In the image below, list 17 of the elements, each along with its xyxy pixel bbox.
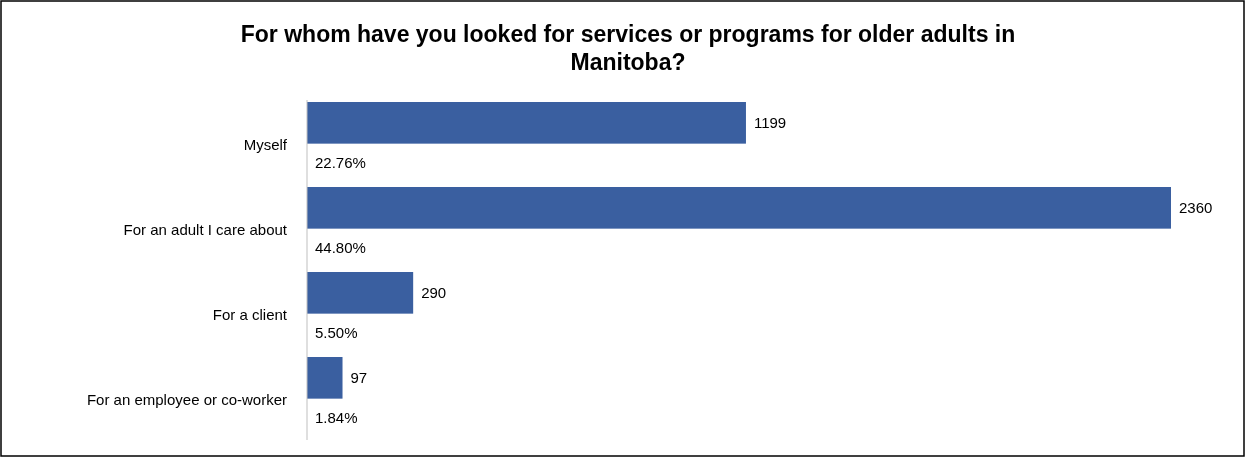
bar bbox=[307, 357, 343, 399]
annotation: 5.50% bbox=[315, 324, 358, 341]
data-label: 97 bbox=[350, 368, 368, 386]
chart-title: For whom have you looked for services or programs for older adults in Manitoba? bbox=[240, 21, 1016, 75]
y-tick-label: For a client bbox=[212, 305, 288, 323]
y-tick-label: Myself bbox=[243, 135, 288, 153]
data-label: 1199 bbox=[753, 113, 787, 131]
bar bbox=[307, 102, 746, 144]
bar bbox=[307, 272, 414, 314]
annotation: 22.76% bbox=[315, 154, 366, 171]
data-label: 2360 bbox=[1179, 198, 1213, 216]
y-tick-label: For an employee or co-worker bbox=[86, 390, 287, 408]
data-label: 290 bbox=[421, 283, 447, 301]
annotation: 44.80% bbox=[315, 239, 366, 256]
bar bbox=[307, 187, 1171, 229]
annotation: 1.84% bbox=[315, 409, 358, 426]
y-tick-label: For an adult I care about bbox=[123, 220, 288, 238]
